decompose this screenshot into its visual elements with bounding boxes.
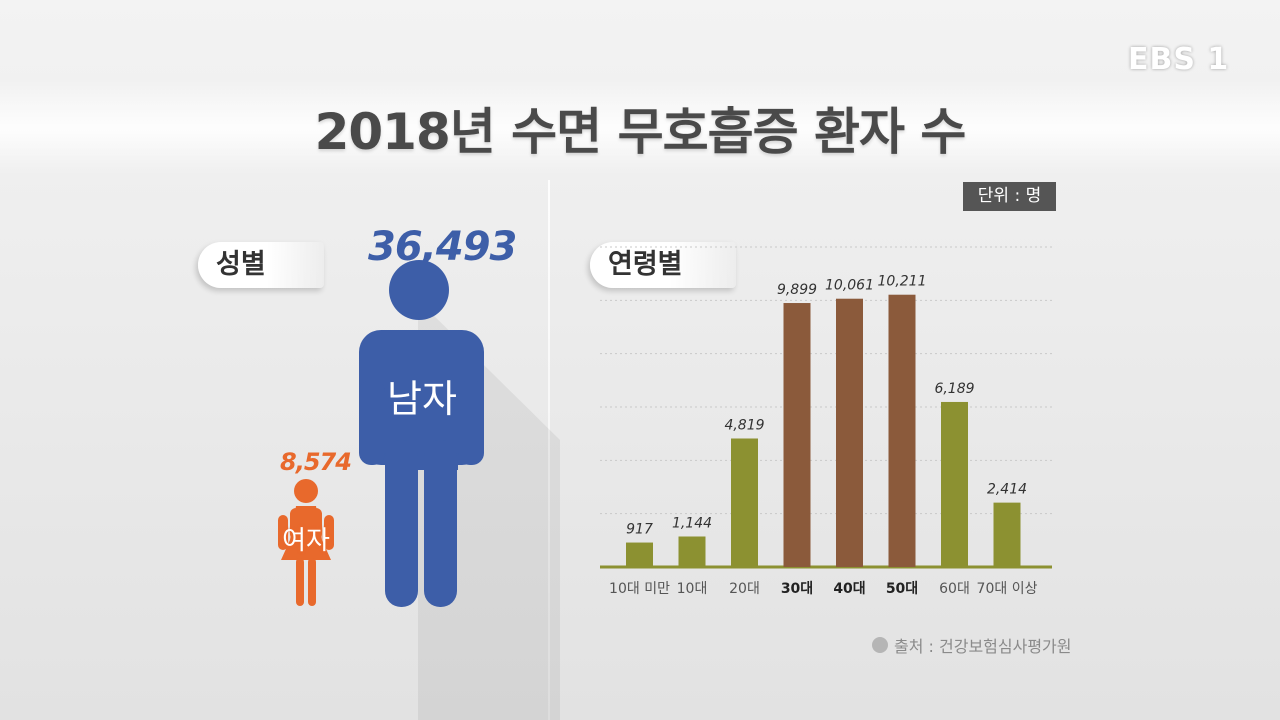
bar <box>941 401 968 567</box>
panel-divider <box>548 180 550 720</box>
category-label: 30대 <box>781 581 813 597</box>
bar <box>836 298 863 567</box>
bar <box>678 536 706 567</box>
source-dot-icon <box>872 637 888 653</box>
category-label: 10대 <box>677 581 708 597</box>
bar-value-label: 10,211 <box>878 274 927 290</box>
male-count: 36,493 <box>368 224 517 270</box>
male-label: 남자 <box>387 377 457 421</box>
male-figure-icon <box>359 260 484 607</box>
category-label: 10대 미만 <box>609 581 670 597</box>
bar-value-label: 6,189 <box>934 381 974 397</box>
bar <box>783 303 811 567</box>
category-labels-group: 10대 미만 10대 20대 30대 40대 50대 60대 70대 이상 <box>609 581 1038 597</box>
bar <box>993 502 1021 567</box>
value-labels-group: 917 1,144 4,819 9,899 10,061 10,211 6,189 2,414 <box>626 274 1027 538</box>
female-label: 여자 <box>282 526 330 556</box>
category-label: 50대 <box>886 581 918 597</box>
source-note: 출처 : 건강보험심사평가원 <box>872 633 1071 657</box>
age-section-label: 연령별 <box>590 242 736 288</box>
bar <box>731 438 758 567</box>
bar <box>888 294 916 567</box>
bar <box>626 542 653 567</box>
gender-section-label: 성별 <box>198 242 324 288</box>
bars-group <box>626 294 1021 567</box>
category-label: 20대 <box>729 581 760 597</box>
bar-value-label: 1,144 <box>672 515 712 531</box>
category-label: 40대 <box>833 581 865 597</box>
ebs-logo: EBS 1 <box>1128 42 1230 77</box>
category-label: 60대 <box>939 581 970 597</box>
page-title: 2018년 수면 무호흡증 환자 수 <box>314 103 967 161</box>
bar-value-label: 4,819 <box>724 417 764 433</box>
title-band <box>0 80 1280 175</box>
category-label: 70대 이상 <box>977 581 1038 597</box>
female-count: 8,574 <box>280 448 352 476</box>
bar-value-label: 917 <box>626 522 653 538</box>
unit-badge: 단위 : 명 <box>963 182 1056 211</box>
bar-value-label: 9,899 <box>777 282 817 298</box>
source-text: 출처 : 건강보험심사평가원 <box>894 637 1072 656</box>
bar-value-label: 2,414 <box>987 482 1027 498</box>
chart-gridlines <box>600 246 1052 515</box>
bar-value-label: 10,061 <box>825 278 874 294</box>
female-figure-icon <box>278 479 334 606</box>
